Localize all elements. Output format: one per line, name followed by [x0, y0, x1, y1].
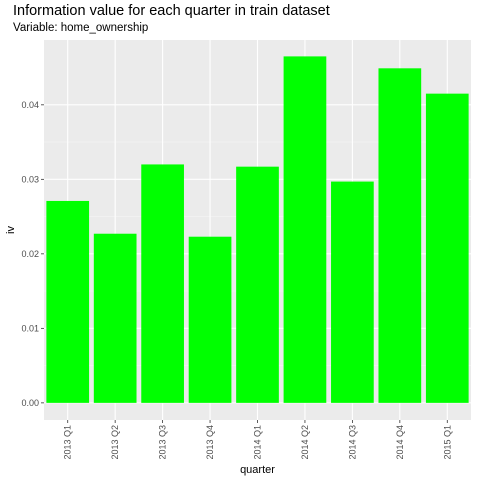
bar	[141, 164, 184, 403]
y-tick-label: 0.01	[21, 323, 39, 333]
bar	[236, 166, 279, 403]
x-tick-label: 2014 Q1	[253, 425, 263, 460]
bar	[425, 93, 469, 403]
y-axis: 0.00 0.01 0.02 0.03 0.04	[21, 100, 44, 408]
bars	[46, 56, 469, 403]
bar	[93, 233, 137, 403]
y-tick-label: 0.03	[21, 174, 39, 184]
bar	[378, 68, 422, 403]
bar	[283, 56, 327, 403]
chart-title: Information value for each quarter in tr…	[13, 3, 330, 19]
x-tick-label: 2013 Q3	[158, 425, 168, 460]
x-tick-label: 2013 Q2	[110, 425, 120, 460]
x-tick-label: 2014 Q3	[347, 425, 357, 460]
y-tick-label: 0.04	[21, 100, 39, 110]
y-tick-label: 0.02	[21, 249, 39, 259]
y-axis-title: iv	[5, 226, 17, 234]
x-tick-label: 2014 Q2	[300, 425, 310, 460]
x-axis-title: quarter	[240, 464, 275, 476]
x-tick-label: 2014 Q4	[395, 425, 405, 460]
bar	[331, 181, 374, 403]
y-tick-label: 0.00	[21, 398, 39, 408]
bar	[46, 200, 90, 403]
bar	[188, 236, 232, 403]
x-tick-label: 2013 Q4	[205, 425, 215, 460]
chart-subtitle: Variable: home_ownership	[13, 22, 149, 34]
x-axis: 2013 Q1 2013 Q2 2013 Q3 2013 Q4 2014 Q1 2014 …	[63, 420, 452, 460]
x-tick-label: 2015 Q1	[442, 425, 452, 460]
x-tick-label: 2013 Q1	[63, 425, 73, 460]
